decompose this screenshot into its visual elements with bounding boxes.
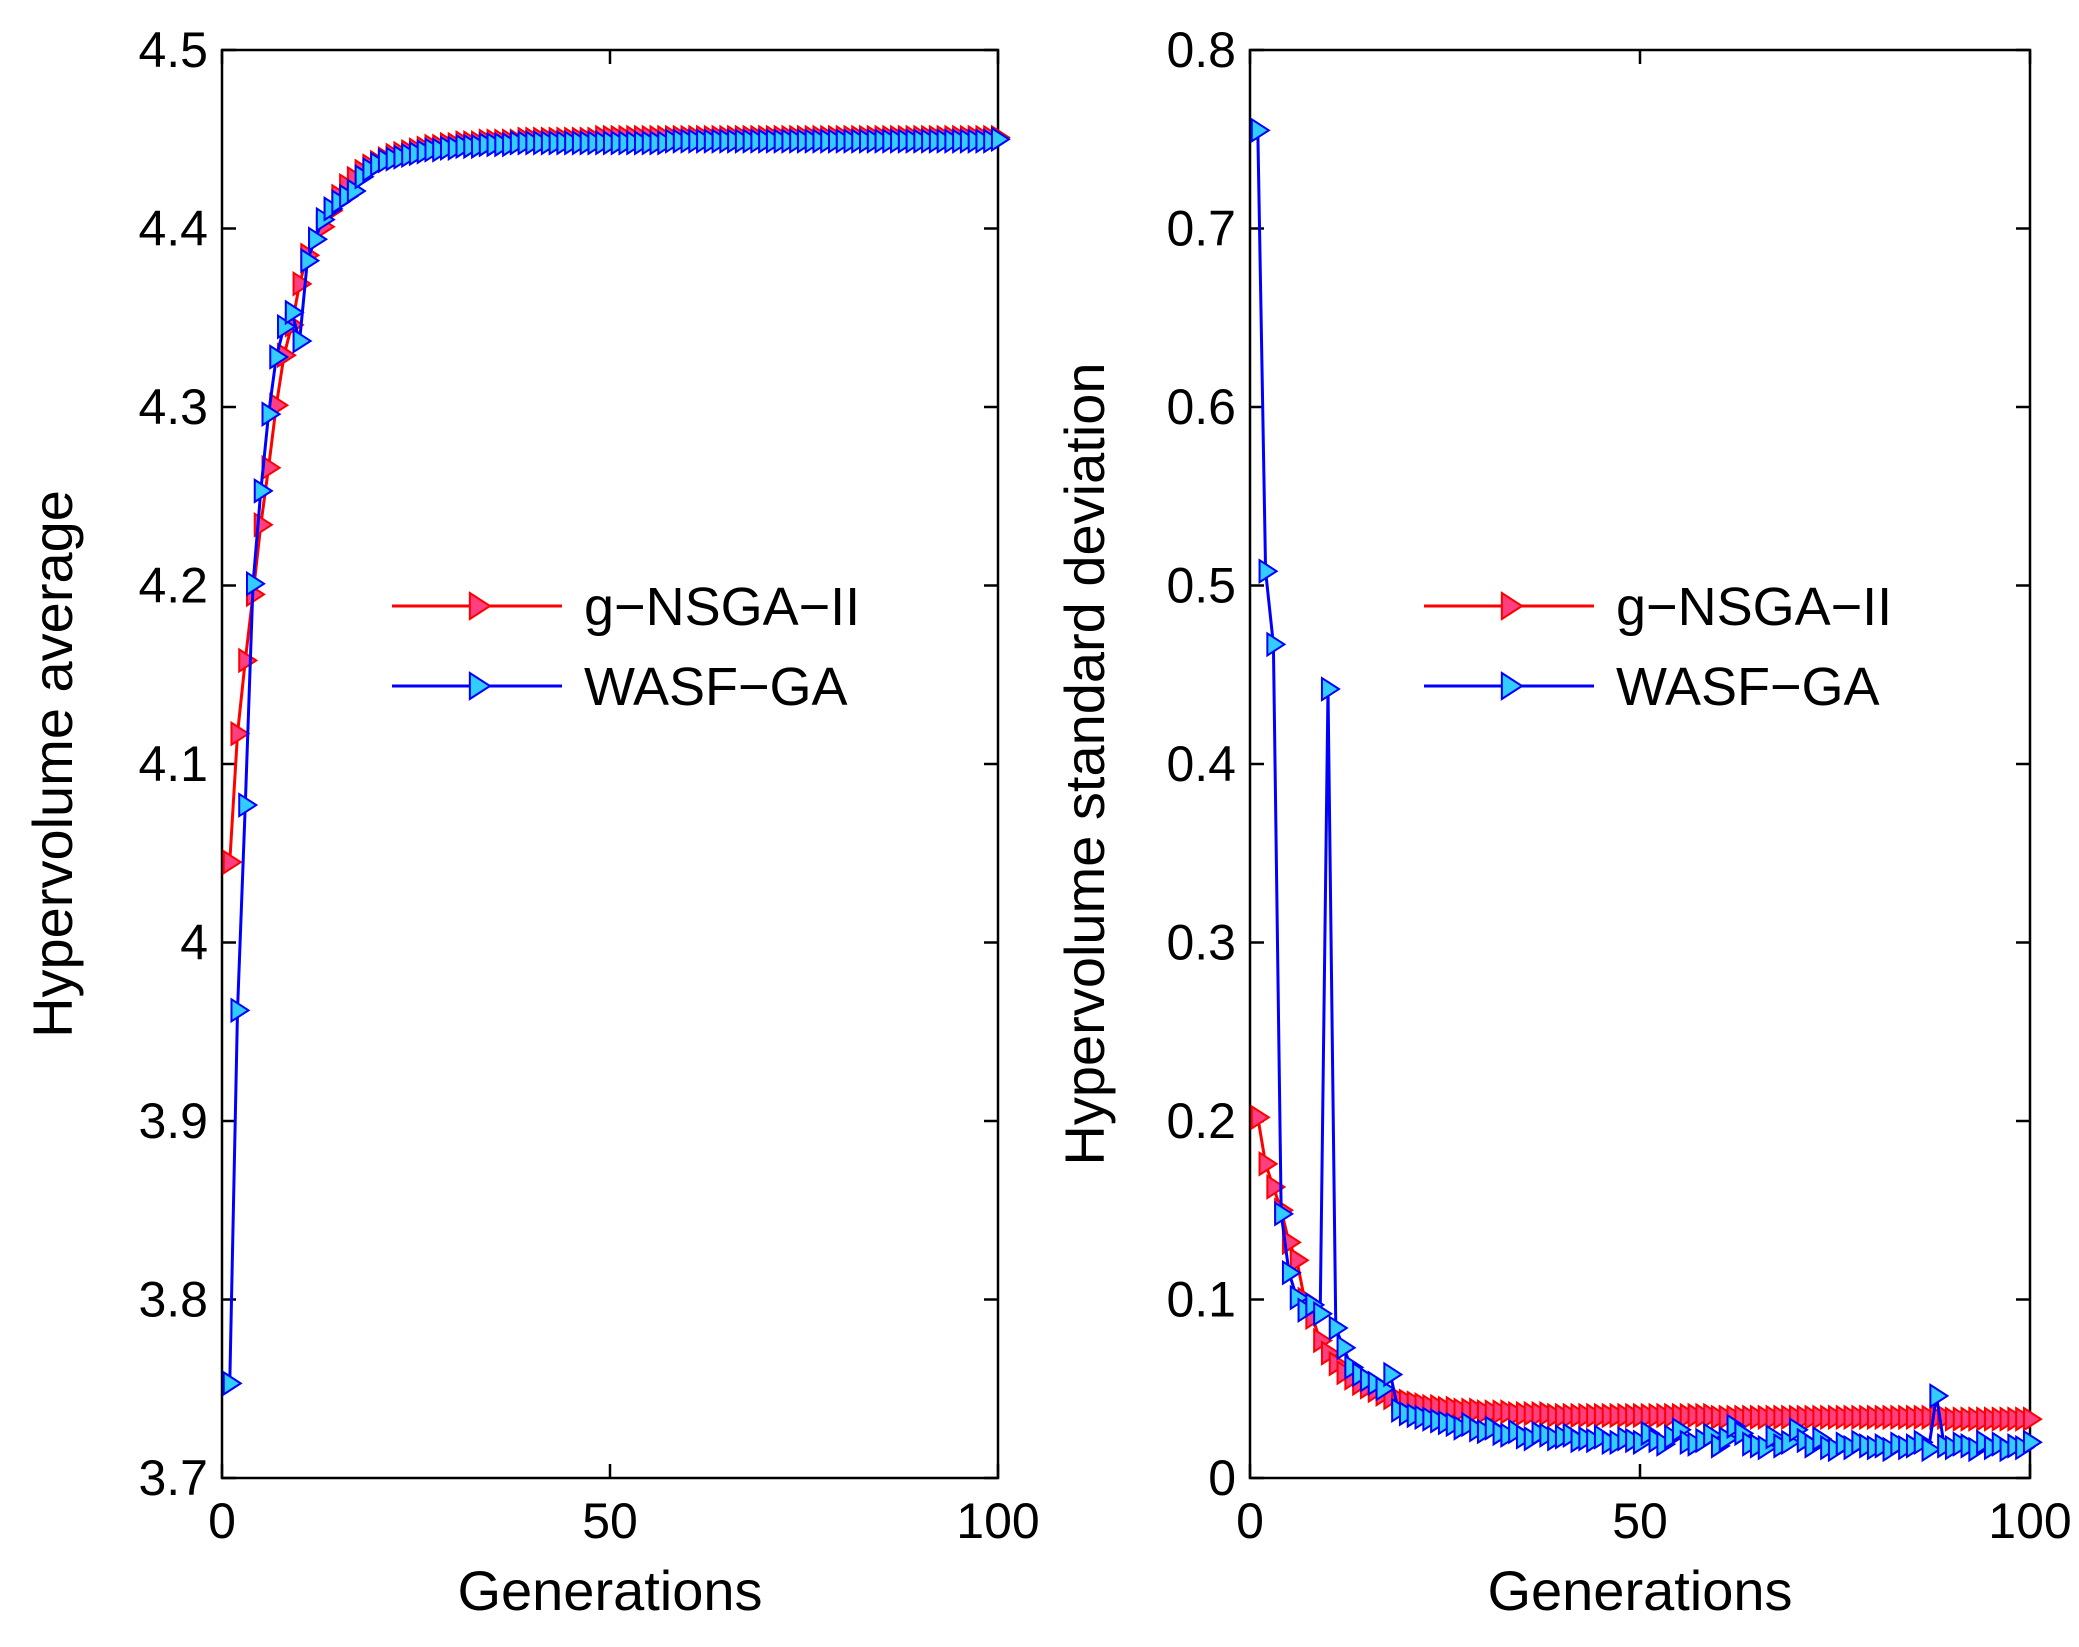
series-wasf-ga [1250, 117, 2043, 1463]
y-tick-label: 4.4 [138, 201, 208, 257]
y-tick-label: 0.1 [1166, 1272, 1236, 1328]
data-point-marker [1258, 558, 1279, 585]
panel-hypervolume-average: 3.7 3.8 3.9 4 4.1 4.2 4.3 4.4 4.5 0 50 100 Generatio… [21, 22, 1040, 1622]
data-point-marker [300, 247, 321, 274]
legend: g−NSGA−II WASF−GA [392, 577, 860, 717]
data-point-marker [230, 720, 251, 747]
data-point-marker [1336, 1334, 1357, 1361]
data-point-marker [261, 401, 282, 427]
data-point-marker [1250, 1104, 1271, 1131]
x-tick-label: 0 [1236, 1493, 1264, 1549]
y-tick-label: 3.8 [138, 1272, 208, 1328]
data-point-marker [292, 328, 313, 354]
y-tick-label: 0.3 [1166, 915, 1236, 971]
data-point-marker [222, 849, 243, 876]
data-point-marker [1281, 1259, 1302, 1286]
data-point-marker [1266, 1174, 1287, 1200]
legend-marker [1500, 671, 1524, 701]
data-point-marker [308, 226, 328, 253]
y-tick-label: 0.7 [1166, 201, 1236, 257]
legend-label: WASF−GA [1616, 657, 1880, 717]
y-tick-label: 3.9 [138, 1093, 208, 1149]
x-tick-label: 50 [1612, 1493, 1668, 1549]
legend-marker [468, 671, 492, 701]
x-axis-label: Generations [1487, 1559, 1792, 1622]
data-point-marker [253, 478, 274, 504]
x-tick-label: 100 [1988, 1493, 2071, 1549]
y-axis-label: Hypervolume average [21, 490, 84, 1038]
data-point-marker [230, 997, 251, 1024]
y-tick-label: 0 [1208, 1450, 1236, 1506]
data-point-marker [292, 270, 313, 297]
y-tick-label: 4.3 [138, 379, 208, 435]
data-point-marker [1313, 1300, 1334, 1327]
series-wasf-ga [222, 126, 1011, 1397]
data-point-marker [2022, 1429, 2043, 1456]
data-point-marker [284, 299, 305, 326]
data-point-marker [1320, 676, 1341, 702]
legend-label: g−NSGA−II [584, 577, 860, 637]
y-tick-label: 0.2 [1166, 1093, 1236, 1149]
x-axis-label: Generations [457, 1559, 762, 1622]
legend-marker [1500, 591, 1524, 621]
data-point-marker [1258, 1151, 1279, 1177]
data-point-marker [1328, 1315, 1349, 1341]
y-tick-label: 0.5 [1166, 558, 1236, 614]
data-point-marker [238, 647, 259, 674]
data-point-marker [238, 792, 259, 818]
y-tick-label: 4 [180, 915, 208, 971]
y-tick-label: 4.2 [138, 558, 208, 614]
data-point-marker [1921, 1436, 1942, 1463]
data-point-marker [269, 344, 290, 370]
data-point-marker [1266, 631, 1287, 658]
x-tick-label: 100 [956, 1493, 1039, 1549]
y-tick-label: 3.7 [138, 1450, 208, 1506]
data-point-marker [222, 1370, 243, 1397]
data-point-marker [1383, 1361, 1404, 1388]
legend: g−NSGA−II WASF−GA [1424, 577, 1892, 717]
y-tick-label: 4.5 [138, 22, 208, 78]
legend-label: WASF−GA [584, 657, 848, 717]
y-tick-label: 0.4 [1166, 736, 1236, 792]
y-tick-label: 0.6 [1166, 379, 1236, 435]
data-point-marker [990, 126, 1011, 153]
data-point-marker [1929, 1383, 1950, 1409]
x-tick-label: 0 [208, 1493, 236, 1549]
x-tick-label: 50 [582, 1493, 638, 1549]
data-point-marker [2022, 1406, 2043, 1432]
y-axis-label: Hypervolume standard deviation [1053, 362, 1116, 1165]
legend-marker [468, 591, 492, 621]
data-point-marker [1250, 117, 1271, 144]
panel-hypervolume-std: 0 0.1 0.2 0.3 0.4 0.5 0.6 0.7 0.8 0 50 100 Generatio… [1053, 22, 2072, 1622]
y-tick-label: 0.8 [1166, 22, 1236, 78]
data-point-marker [1289, 1247, 1310, 1274]
data-point-marker [1274, 1200, 1295, 1227]
data-point-marker [245, 570, 266, 597]
legend-label: g−NSGA−II [1616, 577, 1892, 637]
y-tick-label: 4.1 [138, 736, 208, 792]
